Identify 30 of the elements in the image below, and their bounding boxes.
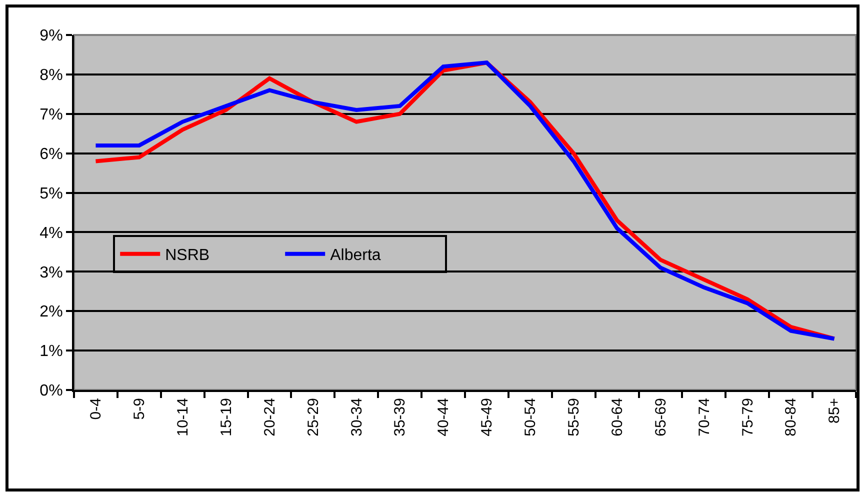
y-tick-label: 8% <box>40 67 63 84</box>
x-tick-label: 80-84 <box>782 398 800 436</box>
y-tick-label: 9% <box>40 28 63 45</box>
x-tick-label: 40-44 <box>435 398 452 436</box>
x-tick-label: 20-24 <box>261 398 278 436</box>
x-tick-label: 5-9 <box>131 398 148 420</box>
x-tick-label: 75-79 <box>739 398 756 436</box>
legend-label: NSRB <box>165 247 210 264</box>
x-tick-label: 50-54 <box>522 398 540 436</box>
x-tick-label: 70-74 <box>696 398 713 436</box>
x-tick-label: 10-14 <box>174 398 192 436</box>
legend-label: Alberta <box>330 247 381 264</box>
x-tick-label: 45-49 <box>478 398 496 436</box>
y-tick-label: 2% <box>40 304 63 321</box>
x-tick-label: 85+ <box>826 398 844 424</box>
y-tick-label: 3% <box>40 264 63 282</box>
x-tick-label: 25-29 <box>304 398 322 436</box>
x-tick-label: 60-64 <box>608 398 626 436</box>
x-tick-label: 0-4 <box>88 398 105 420</box>
y-tick-label: 1% <box>40 343 63 360</box>
x-tick-label: 35-39 <box>392 398 409 436</box>
x-tick-label: 65-69 <box>652 398 670 436</box>
x-tick-label: 55-59 <box>565 398 582 436</box>
x-tick-label: 15-19 <box>218 398 235 436</box>
y-tick-label: 4% <box>40 224 63 242</box>
y-tick-label: 7% <box>40 106 63 124</box>
y-tick-label: 0% <box>40 382 63 400</box>
x-tick-label: 30-34 <box>348 398 366 436</box>
y-tick-label: 6% <box>40 146 63 163</box>
y-tick-label: 5% <box>40 185 63 202</box>
